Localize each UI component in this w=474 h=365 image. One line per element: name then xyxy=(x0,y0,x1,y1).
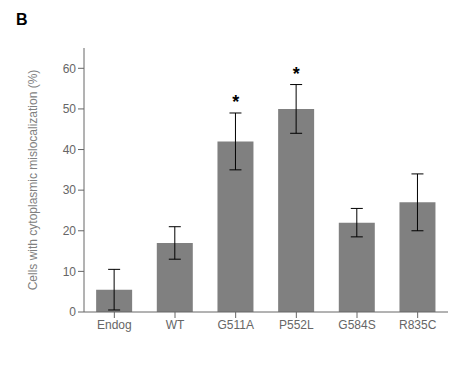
svg-text:*: * xyxy=(293,64,300,84)
svg-text:Endog: Endog xyxy=(97,318,132,332)
svg-text:10: 10 xyxy=(63,265,77,279)
svg-text:G584S: G584S xyxy=(338,318,375,332)
svg-text:60: 60 xyxy=(63,62,77,76)
svg-text:G511A: G511A xyxy=(217,318,253,332)
svg-text:*: * xyxy=(232,92,239,112)
svg-text:WT: WT xyxy=(166,318,185,332)
svg-text:0: 0 xyxy=(69,305,76,319)
svg-text:20: 20 xyxy=(63,224,77,238)
svg-text:40: 40 xyxy=(63,143,77,157)
svg-text:P552L: P552L xyxy=(279,318,314,332)
svg-text:50: 50 xyxy=(63,102,77,116)
svg-text:Cells with cytoplasmic misloca: Cells with cytoplasmic mislocalization (… xyxy=(26,70,40,291)
html-text:B: B xyxy=(16,11,28,28)
svg-text:R835C: R835C xyxy=(399,318,437,332)
svg-text:30: 30 xyxy=(63,183,77,197)
